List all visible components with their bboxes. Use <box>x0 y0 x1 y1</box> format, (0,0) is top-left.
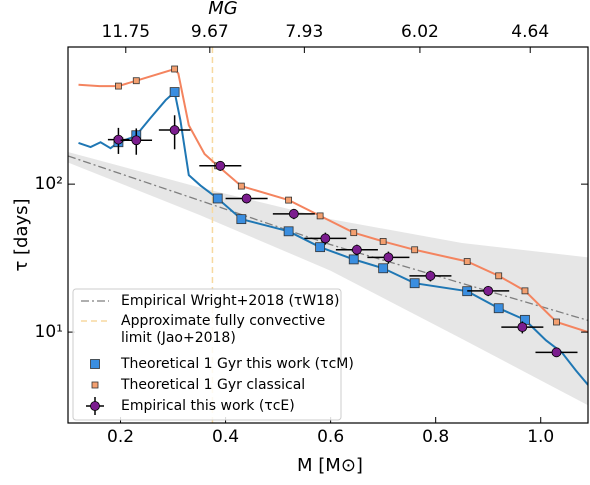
x2-tick-label: 7.93 <box>285 22 323 42</box>
square-marker <box>212 193 223 204</box>
square-marker <box>285 196 293 204</box>
x-axis-label: M [M⊙] <box>297 455 363 476</box>
square-marker <box>409 278 420 289</box>
square-marker <box>132 77 140 85</box>
square-marker <box>237 182 245 190</box>
plot-frame <box>67 46 589 424</box>
legend-swatch <box>91 381 99 389</box>
circle-marker <box>483 285 494 296</box>
circle-marker <box>320 233 331 244</box>
model-line <box>78 67 588 334</box>
square-marker <box>283 226 294 237</box>
circle-marker <box>131 135 142 146</box>
legend-label: Theoretical 1 Gyr classical <box>120 377 305 393</box>
circle-marker <box>169 125 180 135</box>
legend-box <box>72 288 342 421</box>
square-marker <box>463 258 471 265</box>
x-tick-label: 0.6 <box>317 427 344 447</box>
x-tick-label: 1.0 <box>527 427 554 447</box>
circle-marker <box>517 322 528 333</box>
legend-swatch <box>90 401 100 411</box>
square-marker <box>315 242 326 253</box>
legend-label: Approximate fully convective <box>121 313 325 329</box>
square-marker <box>236 214 247 225</box>
legend-label: Empirical Wright+2018 (τW18) <box>121 293 339 309</box>
square-marker <box>350 229 358 237</box>
x-tick-label: 0.2 <box>107 427 134 447</box>
square-marker <box>378 263 389 274</box>
square-marker <box>495 272 503 280</box>
x-tick-label: 0.8 <box>422 427 449 447</box>
x2-tick-label: 11.75 <box>101 22 150 42</box>
x2-tick-label: 9.67 <box>191 22 229 42</box>
circle-marker <box>383 252 394 263</box>
square-marker <box>493 303 504 314</box>
circle-marker <box>215 160 226 171</box>
square-marker <box>316 212 324 220</box>
x2-axis-label: MG <box>208 0 238 19</box>
square-marker <box>379 238 387 245</box>
y-axis-label: τ [days] <box>11 198 32 271</box>
square-marker <box>411 246 419 254</box>
empirical-line <box>68 155 588 322</box>
legend-label: Theoretical 1 Gyr this work (τcM) <box>120 356 354 372</box>
x2-tick-label: 6.02 <box>401 22 439 42</box>
y-tick-label: 10¹ <box>35 322 63 342</box>
legend-label: limit (Jao+2018) <box>121 330 236 346</box>
circle-marker <box>288 208 299 219</box>
legend-swatch <box>90 359 100 369</box>
square-marker <box>348 254 359 265</box>
square-marker <box>115 82 122 90</box>
x-tick-label: 0.4 <box>212 427 239 447</box>
circle-marker <box>425 270 436 281</box>
circle-marker <box>351 244 362 255</box>
square-marker <box>171 65 179 73</box>
y-tick-label: 10² <box>35 174 63 194</box>
circle-marker <box>551 347 562 358</box>
circle-marker <box>241 193 252 204</box>
square-marker <box>169 87 180 97</box>
square-marker <box>521 287 529 295</box>
legend-label: Empirical this work (τcE) <box>121 398 295 414</box>
x2-tick-label: 4.64 <box>511 22 549 42</box>
square-marker <box>553 318 560 326</box>
band <box>68 151 588 406</box>
